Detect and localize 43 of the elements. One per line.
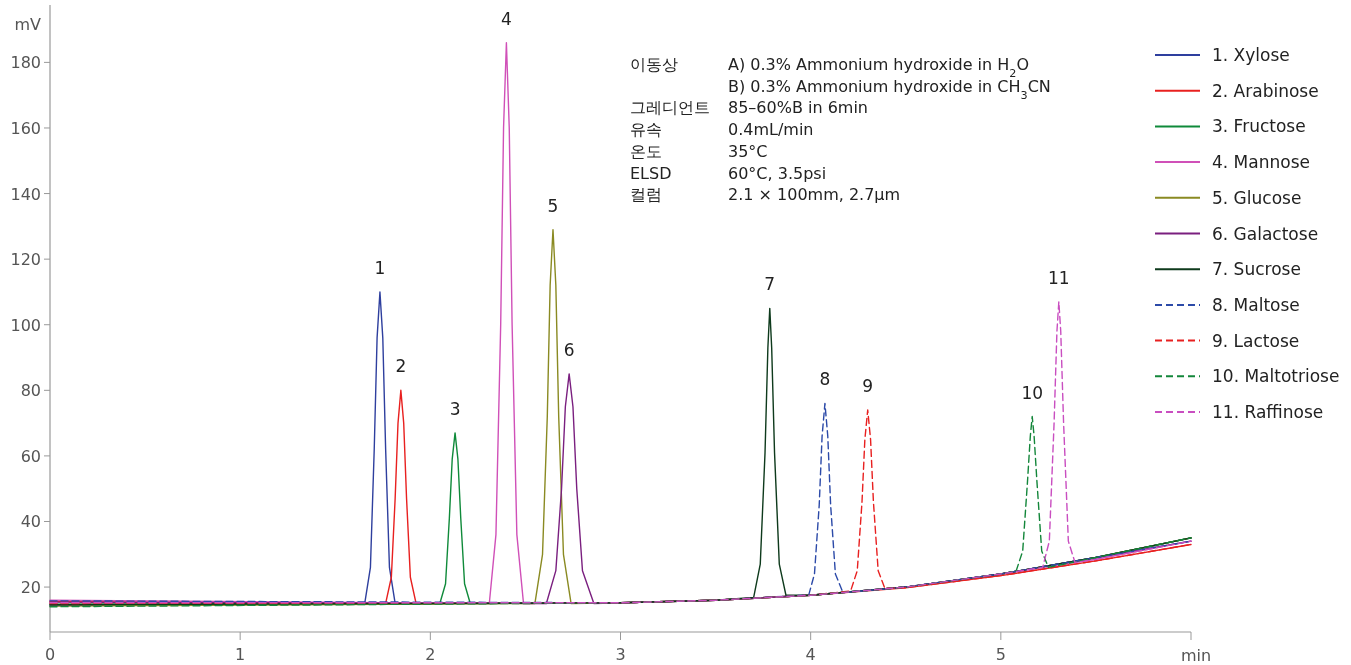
annotation: 7 — [764, 274, 776, 295]
legend-label: 11. Raffinose — [1212, 402, 1324, 422]
annotation: 4 — [500, 8, 512, 29]
x-tick-label: 0 — [44, 645, 56, 664]
legend-label: 8. Maltose — [1212, 294, 1300, 315]
legend-label: 5. Glucose — [1212, 187, 1302, 208]
legend-label: 3. Fructose — [1212, 116, 1306, 137]
text: 유속 0.4mL/min — [630, 120, 814, 140]
annotation: 6 — [563, 339, 575, 360]
annotation: 3 — [449, 398, 461, 419]
y-tick-label: 160 — [10, 118, 41, 138]
y-tick-label: 80 — [20, 381, 41, 401]
x-tick-label: 4 — [805, 645, 816, 664]
legend-label: 10. Maltotriose — [1212, 366, 1340, 387]
annotation: 9 — [862, 375, 874, 396]
annotation: 11 — [1048, 267, 1070, 288]
x-axis-title: min — [1181, 646, 1212, 665]
legend-label: 6. Galactose — [1212, 223, 1319, 244]
annotation: 8 — [819, 369, 831, 390]
annotation: 2 — [395, 356, 407, 377]
legend-label: 1. Xylose — [1212, 45, 1290, 65]
text: ELSD 60°C, 3.5psi — [630, 163, 827, 183]
y-tick-label: 120 — [10, 250, 41, 270]
text: 온도 35°C — [630, 141, 768, 161]
legend-label: 9. Lactose — [1212, 330, 1300, 351]
annotation: 1 — [374, 257, 386, 278]
y-tick-label: 100 — [10, 315, 41, 335]
text: 컬럼 2.1 × 100mm, 2.7μm — [630, 185, 901, 205]
legend-label: 4. Mannose — [1212, 152, 1310, 173]
y-tick-label: 60 — [20, 446, 41, 466]
y-tick-label: 40 — [20, 512, 41, 532]
y-tick-label: 20 — [20, 578, 41, 598]
x-tick-label: 5 — [995, 645, 1006, 664]
y-tick-label: 140 — [10, 184, 41, 204]
y-tick-label: 180 — [10, 53, 41, 73]
annotation: 10 — [1021, 382, 1044, 403]
legend-label: 2. Arabinose — [1212, 80, 1319, 101]
x-tick-label: 2 — [425, 645, 436, 664]
legend-label: 7. Sucrose — [1212, 259, 1301, 280]
x-tick-label: 1 — [235, 645, 246, 664]
x-tick-label: 3 — [615, 645, 626, 664]
y-axis-title: mV — [14, 15, 42, 34]
annotation: 5 — [547, 195, 559, 216]
